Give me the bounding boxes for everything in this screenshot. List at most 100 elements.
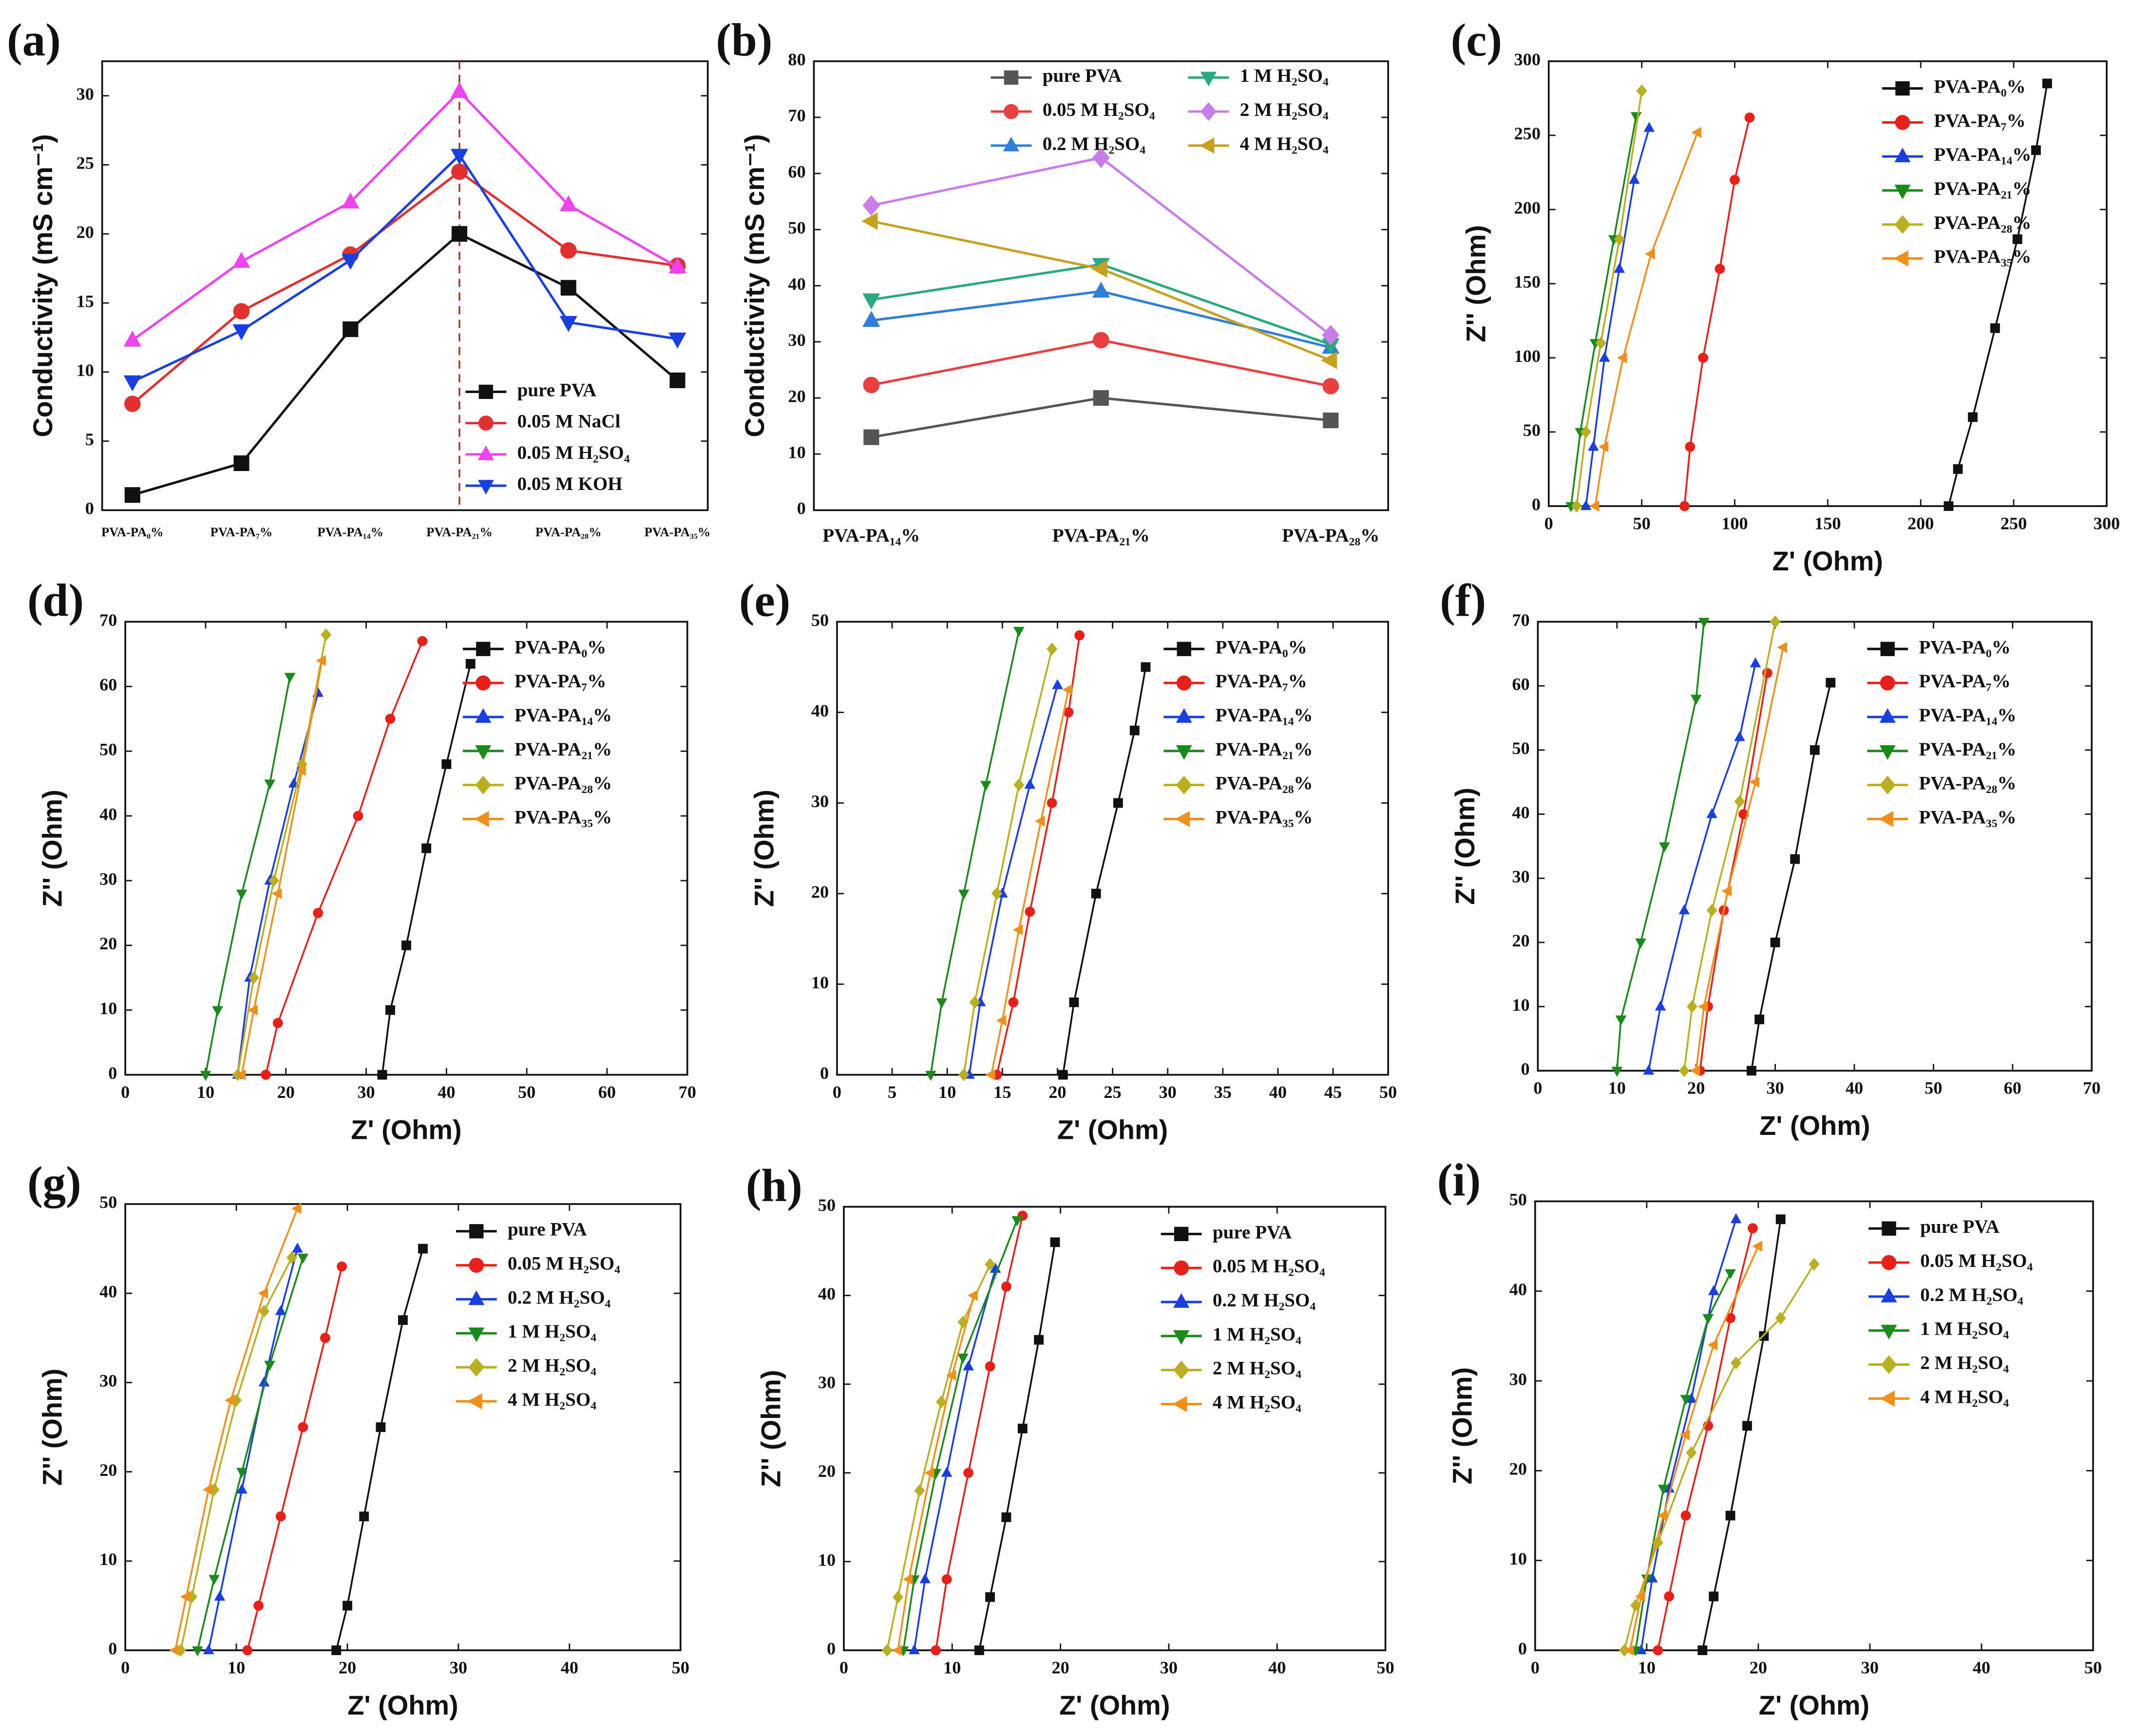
data-point [1092,147,1110,168]
plot-frame [1537,621,2093,1072]
data-point [417,636,428,646]
x-tick-label: 0 [833,1082,841,1102]
data-point [1809,1258,1820,1271]
data-point [275,1305,286,1315]
data-point [1001,1512,1011,1522]
data-point [259,1304,270,1318]
y-tick-label: 40 [1512,803,1529,822]
legend-label: 0.05 M H₂SO₄ [1043,99,1155,120]
data-point [272,1018,283,1028]
data-point [991,887,1003,900]
data-point [1680,1510,1691,1521]
legend-label: 2 M H₂SO₄ [1240,99,1329,120]
series-line [381,663,472,1075]
y-tick-label: 0 [827,1639,836,1658]
legend-marker [1174,1227,1189,1242]
x-tick-label: 50 [518,1082,535,1102]
data-point [1770,615,1781,628]
legend-label: 0.2 M H₂SO₄ [1213,1290,1316,1311]
legend-marker [1003,136,1020,151]
data-point [316,655,326,666]
x-tick-label: 70 [679,1082,696,1102]
x-axis-label: Z' (Ohm) [1772,546,1883,576]
panel-label: (b) [716,14,772,66]
legend-label: 0.05 M H₂SO₄ [508,1253,620,1274]
data-point [1645,248,1655,260]
x-tick-label: 0 [1533,1078,1542,1098]
panel-label: (c) [1451,14,1502,66]
data-point [331,1645,342,1655]
data-point [1680,1395,1692,1405]
data-point [451,163,468,180]
data-point [941,1574,952,1585]
data-point [320,1333,330,1343]
series-line [968,685,1059,1075]
legend-label: 1 M H₂SO₄ [508,1321,596,1342]
data-point [1678,904,1690,915]
data-point [560,280,576,296]
x-axis-label: Z' (Ohm) [1057,1114,1168,1145]
series-line [1640,1219,1737,1651]
data-point [1008,997,1019,1008]
data-point [1092,332,1109,349]
data-point [669,372,686,388]
y-tick-label: 0 [1518,1639,1527,1658]
legend-marker [1881,1324,1897,1340]
y-tick-label: 15 [76,291,94,311]
series-line [871,156,1332,336]
data-point [232,252,250,268]
data-point [863,377,880,394]
y-tick-label: 10 [99,1549,117,1569]
data-point [957,1353,969,1364]
y-tick-label: 40 [811,701,829,720]
x-tick-label: 20 [1687,1078,1705,1098]
data-point [235,1069,246,1080]
data-point [1091,888,1101,899]
legend-label: 1 M H₂SO₄ [1240,65,1329,86]
data-point [1052,679,1063,689]
x-category-label: PVA-PA₇% [210,525,273,539]
data-point [1697,1001,1708,1012]
data-point [881,1643,893,1657]
x-tick-label: 10 [943,1658,961,1677]
data-point [2042,78,2052,89]
data-point [202,1484,213,1495]
data-point [203,1644,214,1655]
x-category-label: PVA-PA₂₁% [426,525,493,539]
legend-label: 4 M H₂SO₄ [508,1389,596,1410]
y-tick-label: 50 [811,610,829,630]
legend-marker [1200,72,1217,87]
data-point [1706,904,1717,917]
legend-label: pure PVA [517,379,597,400]
data-point [1074,630,1085,641]
series-line [180,1257,293,1651]
data-point [421,843,432,853]
x-tick-label: 50 [2084,1658,2102,1677]
x-category-label: PVA-PA₂₈% [535,525,602,539]
y-tick-label: 10 [99,999,117,1018]
legend-marker [477,445,494,460]
data-point [337,1261,347,1272]
data-point [1655,1000,1666,1011]
legend-marker [1173,1330,1190,1345]
series-line [247,1266,343,1651]
data-point [286,1251,298,1264]
legend-marker [1880,675,1895,691]
data-point [1686,1446,1697,1459]
x-tick-label: 25 [1104,1082,1121,1102]
legend-marker [478,384,494,399]
data-point [863,429,879,445]
data-point [450,149,469,165]
data-point [2031,145,2041,155]
legend-marker [1879,811,1894,827]
data-point [343,1601,352,1611]
legend-label: PVA-PA₂₈% [514,773,612,794]
data-point [1013,778,1025,792]
data-point [1598,441,1609,453]
data-point [1630,112,1642,122]
legend-marker [1894,147,1911,163]
legend-label: PVA-PA₂₁% [514,739,612,760]
panel-label: (g) [27,1157,81,1208]
x-tick-label: 30 [357,1082,375,1102]
y-tick-label: 20 [1512,931,1529,950]
